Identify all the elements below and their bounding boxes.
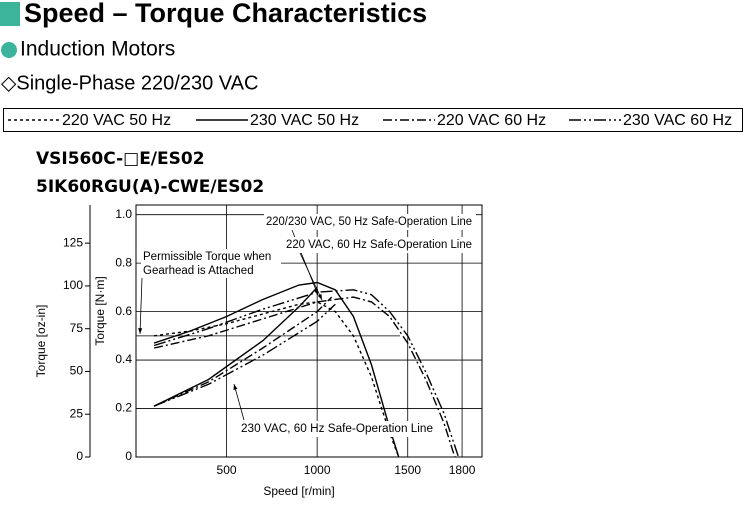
- phase: ◇Single-Phase 220/230 VAC: [1, 72, 258, 94]
- bullet: [1, 42, 17, 58]
- annotation: Gearhead is Attached: [143, 265, 254, 277]
- x-axis-label: Speed [r/min]: [263, 484, 334, 498]
- legend-label: 230 VAC 50 Hz: [250, 112, 359, 129]
- x-tick-label: 500: [217, 463, 237, 477]
- y-tick-label: 1.0: [115, 207, 132, 221]
- y-tick-label: 0: [125, 449, 132, 463]
- annotation: 220 VAC, 60 Hz Safe-Operation Line: [286, 239, 472, 251]
- y2-tick-label: 50: [70, 364, 84, 378]
- legend-box: [3, 108, 743, 132]
- arrow-head: [317, 294, 322, 300]
- x-tick-label: 1800: [449, 463, 476, 477]
- legend-label: 230 VAC 60 Hz: [623, 112, 732, 129]
- y-tick-label: 0.2: [115, 401, 132, 415]
- annotation-box: [141, 249, 281, 264]
- model: 5IK60RGU(A)-CWE/ES02: [36, 177, 264, 197]
- annotation-arrow: [233, 383, 245, 421]
- y2-tick-label: 125: [63, 235, 83, 249]
- series-line: [153, 281, 400, 458]
- y-tick-label: 0.6: [115, 304, 132, 318]
- y-tick-label: 0.8: [115, 255, 132, 269]
- annotation: 220/230 VAC, 50 Hz Safe-Operation Line: [266, 216, 472, 228]
- annotation: Permissible Torque when: [143, 251, 271, 263]
- y-axis-label: Torque [N·m]: [93, 276, 107, 345]
- annotation-arrow: [299, 252, 323, 301]
- title: Speed – Torque Characteristics: [24, 0, 427, 28]
- y2-tick-label: 75: [70, 321, 84, 335]
- y-tick-label: 0.4: [115, 352, 132, 366]
- annotation-box: [264, 214, 476, 230]
- model: VSI560C-□E/ES02: [36, 149, 205, 169]
- safe-operation-line: [153, 286, 318, 407]
- series-line: [153, 296, 456, 458]
- y2-tick-label: 25: [70, 406, 84, 420]
- annotation-box: [141, 263, 281, 278]
- annotation-arrow: [139, 277, 143, 334]
- annotation: 230 VAC, 60 Hz Safe-Operation Line: [241, 423, 433, 435]
- safe-operation-line: [153, 296, 333, 407]
- subtitle: Induction Motors: [20, 38, 175, 61]
- annotation-box: [284, 237, 476, 253]
- series-line: [154, 301, 400, 458]
- y2-tick-label: 0: [76, 449, 83, 463]
- legend-label: 220 VAC 50 Hz: [62, 112, 171, 129]
- arrow-head: [313, 289, 318, 295]
- y2-tick-label: 100: [63, 278, 83, 292]
- y2-axis-label: Torque [oz-in]: [34, 305, 48, 378]
- arrow-head: [233, 384, 238, 390]
- x-tick-label: 1500: [394, 463, 421, 477]
- arrow-head: [138, 328, 143, 334]
- safe-operation-line: [153, 303, 336, 407]
- legend-label: 220 VAC 60 Hz: [437, 112, 546, 129]
- title-square: [0, 2, 20, 26]
- series-line: [153, 289, 460, 458]
- annotation-box: [239, 421, 437, 437]
- x-tick-label: 1000: [304, 463, 331, 477]
